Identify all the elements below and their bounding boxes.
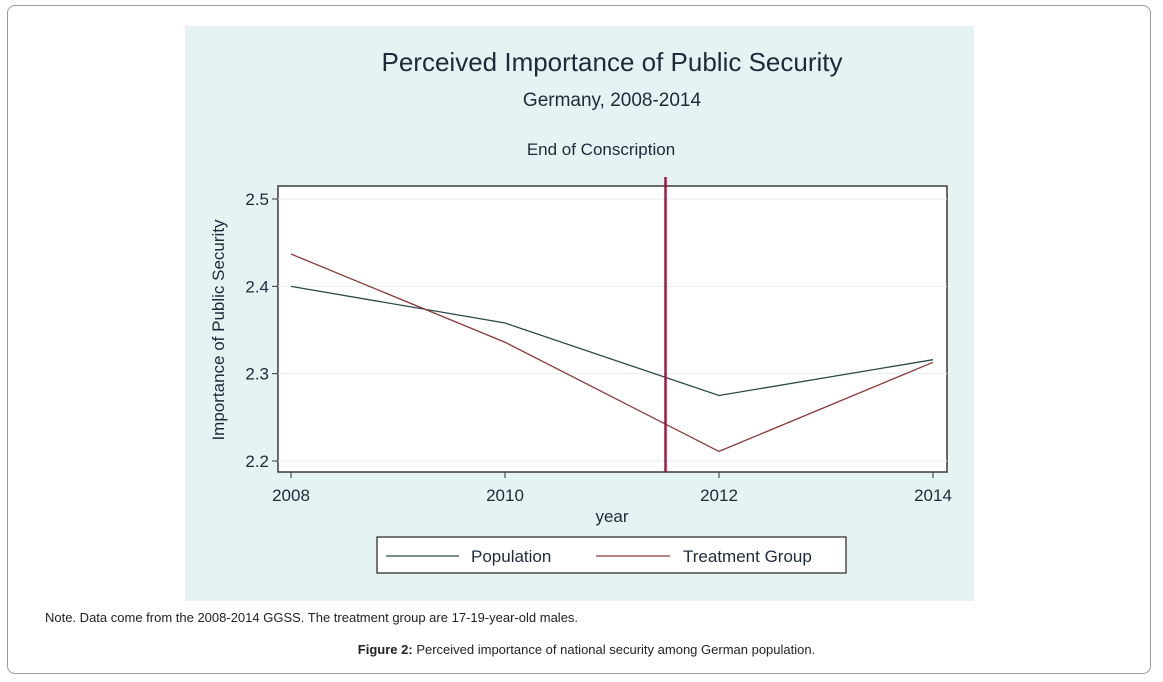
caption-text: Perceived importance of national securit… [412, 642, 816, 657]
plot-area [277, 185, 948, 473]
figure-note: Note. Data come from the 2008-2014 GGSS.… [45, 610, 579, 625]
legend: Population Treatment Group [376, 536, 847, 574]
y-tick-label: 2.3 [245, 365, 269, 384]
series-line-population [290, 285, 934, 397]
y-tick-label: 2.5 [245, 190, 269, 209]
x-tick-label: 2012 [700, 486, 738, 505]
x-tick-label: 2014 [914, 486, 952, 505]
y-tick-label: 2.2 [245, 452, 269, 471]
x-tick-label: 2008 [272, 486, 310, 505]
vline-annotation-label: End of Conscription [527, 140, 675, 159]
chart-title: Perceived Importance of Public Security [382, 47, 843, 77]
legend-label-treatment-group: Treatment Group [683, 547, 812, 566]
legend-box [376, 536, 847, 574]
y-axis-label: Importance of Public Security [209, 219, 228, 441]
caption-label: Figure 2: [357, 642, 413, 657]
chart-subtitle: Germany, 2008-2014 [523, 90, 702, 111]
x-tick-label: 2010 [486, 486, 524, 505]
legend-label-population: Population [471, 547, 551, 566]
figure-caption: Figure 2: Perceived importance of nation… [0, 642, 1163, 657]
x-axis-label: year [595, 507, 628, 526]
y-tick-label: 2.4 [245, 277, 269, 296]
series-line-treatment-group [290, 253, 934, 453]
